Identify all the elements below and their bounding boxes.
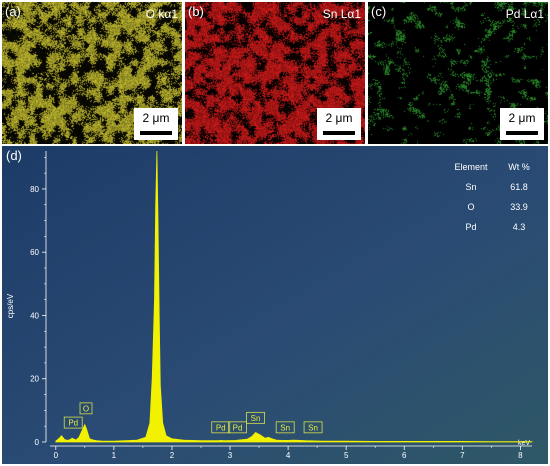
panel-letter-b: (b) — [188, 4, 204, 19]
scale-bar: 2 μm — [500, 108, 544, 140]
peak-label: Sn — [251, 414, 261, 423]
peak-label-box — [79, 402, 93, 415]
table-cell-element: Sn — [465, 182, 477, 192]
scale-bar-line — [323, 131, 355, 135]
scale-bar-line — [506, 131, 538, 135]
table-row: Pd 4.3 — [450, 222, 540, 242]
peak-label-box — [275, 421, 295, 434]
peak-label-box — [63, 416, 83, 429]
scale-bar: 2 μm — [317, 108, 361, 140]
map-title-pd: Pd Lα1 — [505, 7, 544, 21]
peak-label: Pd — [216, 423, 226, 432]
table-header-wt: Wt % — [508, 162, 530, 172]
table-cell-element: Pd — [465, 222, 477, 232]
peak-label: O — [83, 404, 89, 413]
peak-label: Pd — [233, 423, 243, 432]
table-cell-element: O — [467, 202, 475, 212]
peak-label: Sn — [308, 423, 318, 432]
x-tick-label: 6 — [402, 451, 407, 460]
map-title-o: O kα1 — [145, 7, 178, 21]
x-tick-label: 0 — [54, 451, 59, 460]
composition-table: Element Wt % Sn 61.8 O 33.9 Pd 4.3 — [450, 162, 540, 242]
map-title-sn: Sn Lα1 — [322, 7, 361, 21]
y-tick-label: 0 — [35, 438, 40, 447]
scale-bar: 2 μm — [134, 108, 178, 140]
x-tick-label: 5 — [344, 451, 349, 460]
x-tick-label: 3 — [228, 451, 233, 460]
sn-element-map: (b) Sn Lα1 2 μm — [185, 2, 365, 144]
panel-letter-a: (a) — [5, 4, 21, 19]
scale-bar-label: 2 μm — [325, 111, 353, 125]
table-cell-wt: 61.8 — [510, 182, 528, 192]
peak-label-box — [303, 421, 323, 434]
x-tick-label: 1 — [112, 451, 117, 460]
panel-letter-c: (c) — [371, 4, 387, 19]
panel-letter-d: (d) — [6, 148, 22, 163]
peak-label: Pd — [68, 419, 78, 428]
y-tick-label: 20 — [30, 375, 39, 384]
plot-background — [2, 146, 548, 464]
table-cell-wt: 4.3 — [512, 222, 526, 232]
x-tick-label: 4 — [286, 451, 291, 460]
peak-label-box — [211, 421, 231, 434]
y-tick-label: 40 — [30, 311, 39, 320]
table-row: Sn 61.8 — [450, 182, 540, 202]
o-element-map: (a) O kα1 2 μm — [2, 2, 182, 144]
x-tick-label: 8 — [518, 451, 523, 460]
spectrum-area — [55, 150, 533, 443]
y-tick-label: 60 — [30, 248, 39, 257]
scale-bar-label: 2 μm — [142, 111, 170, 125]
peak-label-box — [246, 411, 265, 424]
pd-element-map: (c) Pd Lα1 2 μm — [368, 2, 548, 144]
table-row: O 33.9 — [450, 202, 540, 222]
peak-label: Sn — [280, 423, 290, 432]
table-cell-wt: 33.9 — [510, 202, 528, 212]
peak-label-box — [228, 421, 247, 434]
eds-spectrum-panel: (d) Element Wt % Sn 61.8 O 33.9 Pd 4.3 0… — [2, 146, 548, 464]
table-header-element: Element — [454, 162, 488, 172]
y-tick-label: 80 — [30, 185, 39, 194]
scale-bar-label: 2 μm — [508, 111, 536, 125]
x-tick-label: 2 — [170, 451, 175, 460]
x-axis-label: keV — [518, 440, 530, 447]
x-tick-label: 7 — [460, 451, 465, 460]
spectrum-plot: 0 20 40 60 80 cps/eV 0 1 2 3 4 5 6 7 8 keV Pd O Pd Pd Sn Sn Sn — [2, 146, 548, 464]
table-header-row: Element Wt % — [450, 162, 540, 182]
scale-bar-line — [140, 131, 172, 135]
y-axis-label: cps/eV — [6, 293, 15, 318]
